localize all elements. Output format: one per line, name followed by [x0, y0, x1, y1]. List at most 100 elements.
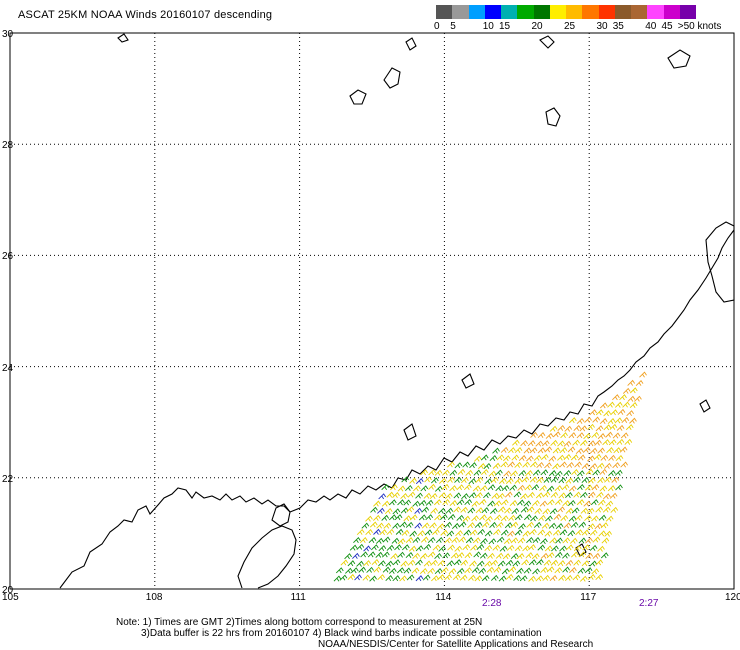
- wind-barb: [572, 439, 580, 446]
- wind-barb: [396, 567, 405, 574]
- wind-barb: [377, 507, 385, 514]
- wind-barb: [543, 476, 552, 483]
- wind-barb: [611, 476, 620, 483]
- wind-barb: [465, 469, 474, 476]
- wind-barb: [595, 409, 604, 416]
- wind-barb: [447, 461, 455, 468]
- wind-barb: [528, 544, 536, 551]
- wind-barb: [525, 455, 534, 462]
- wind-barb: [489, 507, 498, 514]
- wind-barb: [475, 476, 484, 483]
- wind-barb: [603, 493, 611, 500]
- wind-barb: [589, 544, 598, 551]
- wind-barb: [513, 491, 522, 498]
- wind-barb: [548, 470, 557, 477]
- pass-time-label: 2:27: [639, 598, 659, 609]
- wind-barb: [461, 477, 469, 484]
- wind-barb: [565, 507, 574, 514]
- wind-barb: [375, 551, 384, 558]
- wind-barb: [587, 477, 596, 484]
- wind-barb: [540, 538, 548, 545]
- wind-barb: [423, 543, 432, 550]
- legend-label: 40: [645, 21, 657, 32]
- wind-barb: [592, 536, 601, 543]
- wind-barb: [420, 469, 428, 476]
- island: [539, 35, 555, 49]
- wind-barb: [607, 485, 616, 492]
- wind-barb: [495, 552, 504, 559]
- wind-barb: [512, 439, 520, 446]
- wind-barb: [598, 514, 607, 521]
- wind-barb: [537, 529, 546, 536]
- legend-label: 25: [564, 21, 576, 32]
- wind-barb: [497, 492, 505, 499]
- wind-barb: [453, 559, 462, 566]
- wind-barb: [591, 431, 600, 438]
- wind-barb: [483, 462, 492, 470]
- wind-barb: [412, 536, 421, 543]
- wind-barb: [626, 410, 635, 417]
- wind-barb: [356, 560, 364, 567]
- wind-barb: [597, 447, 605, 454]
- wind-barb: [437, 560, 446, 567]
- wind-barb: [438, 507, 446, 514]
- wind-barb: [544, 446, 553, 453]
- wind-barb: [335, 567, 344, 574]
- wind-barb: [595, 573, 604, 581]
- wind-barb: [373, 528, 381, 535]
- wind-barb: [549, 508, 558, 515]
- wind-barb: [441, 483, 450, 490]
- wind-barb: [567, 446, 576, 453]
- wind-barb: [378, 560, 386, 567]
- wind-barb: [587, 573, 596, 581]
- wind-barb: [531, 553, 540, 560]
- wind-barb: [496, 454, 505, 461]
- wind-barb: [464, 552, 473, 559]
- longitude-label: 117: [580, 592, 597, 603]
- wind-barb: [456, 552, 465, 559]
- wind-barb: [609, 423, 618, 430]
- wind-barb: [544, 462, 552, 469]
- legend-swatch: [647, 5, 664, 19]
- wind-barb: [505, 477, 514, 484]
- wind-barb: [622, 387, 631, 394]
- wind-barb: [537, 447, 546, 454]
- wind-barb: [401, 476, 410, 483]
- wind-barb: [587, 455, 595, 462]
- graticule: [10, 33, 734, 589]
- wind-barb: [529, 528, 537, 535]
- wind-barb: [614, 417, 623, 424]
- map-title: ASCAT 25KM NOAA Winds 20160107 descendin…: [18, 9, 273, 21]
- wind-barb: [568, 432, 577, 439]
- wind-barb: [504, 522, 513, 529]
- wind-barb: [437, 574, 445, 581]
- wind-barb: [369, 575, 377, 582]
- wind-barb: [581, 560, 590, 567]
- wind-barb: [613, 447, 622, 454]
- legend-swatch: [614, 5, 631, 19]
- wind-barb: [499, 545, 508, 552]
- wind-barb: [378, 493, 387, 500]
- wind-barb: [514, 477, 523, 484]
- wind-barb: [533, 454, 542, 461]
- wind-barb: [520, 440, 528, 447]
- wind-barb: [418, 499, 427, 506]
- wind-barb: [493, 566, 502, 573]
- wind-barb: [423, 560, 432, 567]
- latitude-label: 22: [2, 473, 14, 485]
- wind-barb: [433, 499, 442, 506]
- wind-barb: [425, 499, 434, 506]
- wind-barb: [583, 433, 591, 440]
- wind-barb: [606, 447, 614, 454]
- wind-barb: [599, 485, 608, 492]
- legend-swatch: [566, 5, 583, 19]
- wind-barb: [580, 507, 589, 514]
- wind-barb: [460, 506, 469, 513]
- wind-barb: [392, 575, 401, 582]
- wind-barb: [492, 462, 501, 469]
- wind-barb: [484, 530, 493, 537]
- wind-barb: [528, 559, 537, 566]
- wind-barb: [454, 462, 463, 469]
- wind-barb: [569, 537, 578, 544]
